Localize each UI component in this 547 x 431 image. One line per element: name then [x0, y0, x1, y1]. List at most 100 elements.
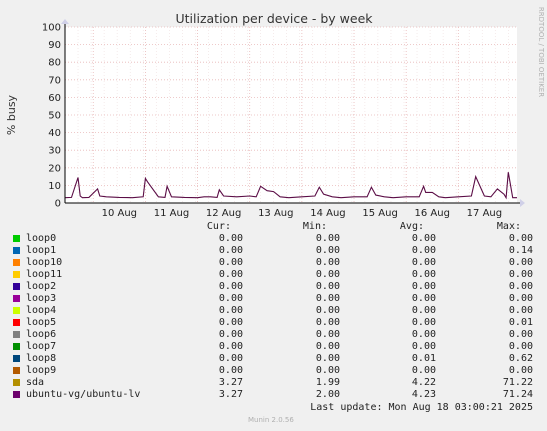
- chart-title: Utilization per device - by week: [175, 11, 373, 26]
- legend-cur-value: 0.00: [218, 257, 243, 268]
- legend-max-value: 0.62: [508, 353, 533, 364]
- y-tick-label: 40: [48, 128, 61, 139]
- legend-row: loop1 0.00 0.00 0.00 0.14: [0, 245, 547, 257]
- legend-cur-value: 0.00: [218, 305, 243, 316]
- legend-cur-value: 0.00: [218, 281, 243, 292]
- legend-avg-value: 0.00: [411, 341, 436, 352]
- x-axis-arrow: [520, 199, 525, 207]
- axis-ticks: 0 10 20 30 40 50 60 70 80 90 100 10 Aug 11 Aug 12 Aug…: [42, 23, 502, 220]
- legend-max-value: 0.14: [508, 245, 533, 256]
- y-tick-label: 10: [48, 181, 61, 192]
- legend-row: loop5 0.00 0.00 0.00 0.01: [0, 317, 547, 329]
- legend-swatch: [13, 343, 20, 350]
- legend-min-value: 1.99: [315, 377, 340, 388]
- legend-swatch: [13, 271, 20, 278]
- legend-label: loop1: [26, 245, 57, 256]
- legend-max-value: 0.00: [508, 281, 533, 292]
- legend-avg-value: 0.00: [411, 365, 436, 376]
- legend-row: loop11 0.00 0.00 0.00 0.00: [0, 269, 547, 281]
- legend-min-value: 0.00: [315, 329, 340, 340]
- legend-avg-value: 0.00: [411, 317, 436, 328]
- series-layer: [64, 172, 517, 200]
- footer: Last update: Mon Aug 18 03:00:21 2025: [0, 402, 547, 416]
- legend-header: Cur: Min: Avg: Max:: [0, 221, 547, 233]
- legend-min-value: 2.00: [315, 389, 340, 400]
- legend-max-value: 0.00: [508, 341, 533, 352]
- legend-min-value: 0.00: [315, 269, 340, 280]
- legend-avg-value: 0.01: [411, 353, 436, 364]
- legend-min-value: 0.00: [315, 341, 340, 352]
- legend-avg-value: 4.23: [411, 389, 436, 400]
- y-tick-label: 20: [48, 163, 61, 174]
- legend-swatch: [13, 295, 20, 302]
- legend-cur-value: 3.27: [218, 377, 243, 388]
- legend-label: loop5: [26, 317, 57, 328]
- legend-cur-value: 0.00: [218, 341, 243, 352]
- legend-label: sda: [26, 377, 45, 388]
- legend-min-value: 0.00: [315, 317, 340, 328]
- legend-row: loop7 0.00 0.00 0.00 0.00: [0, 341, 547, 353]
- legend-row: loop4 0.00 0.00 0.00 0.00: [0, 305, 547, 317]
- header-max: Max:: [496, 221, 521, 232]
- legend-swatch: [13, 355, 20, 362]
- legend-max-value: 0.00: [508, 305, 533, 316]
- legend-swatch: [13, 307, 20, 314]
- legend-row: sda 3.27 1.99 4.22 71.22: [0, 377, 547, 389]
- legend-max-value: 71.24: [502, 389, 533, 400]
- legend-max-value: 0.00: [508, 269, 533, 280]
- legend-min-value: 0.00: [315, 245, 340, 256]
- x-tick-label: 14 Aug: [310, 208, 345, 219]
- legend-avg-value: 0.00: [411, 305, 436, 316]
- legend-min-value: 0.00: [315, 305, 340, 316]
- y-tick-label: 50: [48, 111, 61, 122]
- legend-cur-value: 3.27: [218, 389, 243, 400]
- legend-cur-value: 0.00: [218, 269, 243, 280]
- y-tick-label: 100: [42, 23, 61, 34]
- x-tick-label: 16 Aug: [415, 208, 450, 219]
- legend-label: ubuntu-vg/ubuntu-lv: [26, 389, 141, 400]
- legend-row: loop8 0.00 0.00 0.01 0.62: [0, 353, 547, 365]
- legend-avg-value: 0.00: [411, 233, 436, 244]
- legend-label: loop9: [26, 365, 57, 376]
- legend-swatch: [13, 247, 20, 254]
- legend-avg-value: 0.00: [411, 281, 436, 292]
- legend-swatch: [13, 319, 20, 326]
- legend-min-value: 0.00: [315, 233, 340, 244]
- legend-label: loop10: [26, 257, 63, 268]
- y-axis-label: % busy: [5, 94, 18, 135]
- legend-cur-value: 0.00: [218, 245, 243, 256]
- legend-avg-value: 0.00: [411, 269, 436, 280]
- rrdtool-credit: RRDTOOL / TOBI OETIKER: [537, 7, 545, 97]
- legend-min-value: 0.00: [315, 353, 340, 364]
- legend-swatch: [13, 331, 20, 338]
- legend-avg-value: 0.00: [411, 329, 436, 340]
- legend-cur-value: 0.00: [218, 317, 243, 328]
- legend-avg-value: 0.00: [411, 257, 436, 268]
- header-min: Min:: [302, 221, 327, 232]
- x-tick-label: 17 Aug: [467, 208, 502, 219]
- legend-max-value: 0.00: [508, 329, 533, 340]
- legend-cur-value: 0.00: [218, 329, 243, 340]
- legend-avg-value: 0.00: [411, 293, 436, 304]
- legend-label: loop0: [26, 233, 57, 244]
- legend-row: loop9 0.00 0.00 0.00 0.00: [0, 365, 547, 377]
- y-tick-label: 90: [48, 40, 61, 51]
- legend-cur-value: 0.00: [218, 353, 243, 364]
- legend-row: loop2 0.00 0.00 0.00 0.00: [0, 281, 547, 293]
- header-cur: Cur:: [206, 221, 231, 232]
- y-tick-label: 0: [55, 199, 61, 210]
- legend-row: loop10 0.00 0.00 0.00 0.00: [0, 257, 547, 269]
- x-tick-label: 12 Aug: [206, 208, 241, 219]
- legend-max-value: 0.01: [508, 317, 533, 328]
- x-tick-label: 13 Aug: [258, 208, 293, 219]
- legend-cur-value: 0.00: [218, 293, 243, 304]
- legend-swatch: [13, 235, 20, 242]
- legend-min-value: 0.00: [315, 281, 340, 292]
- legend-swatch: [13, 367, 20, 374]
- legend-min-value: 0.00: [315, 257, 340, 268]
- legend-row: loop6 0.00 0.00 0.00 0.00: [0, 329, 547, 341]
- legend-label: loop3: [26, 293, 57, 304]
- legend-min-value: 0.00: [315, 293, 340, 304]
- series-line: [64, 172, 517, 200]
- legend-max-value: 0.00: [508, 365, 533, 376]
